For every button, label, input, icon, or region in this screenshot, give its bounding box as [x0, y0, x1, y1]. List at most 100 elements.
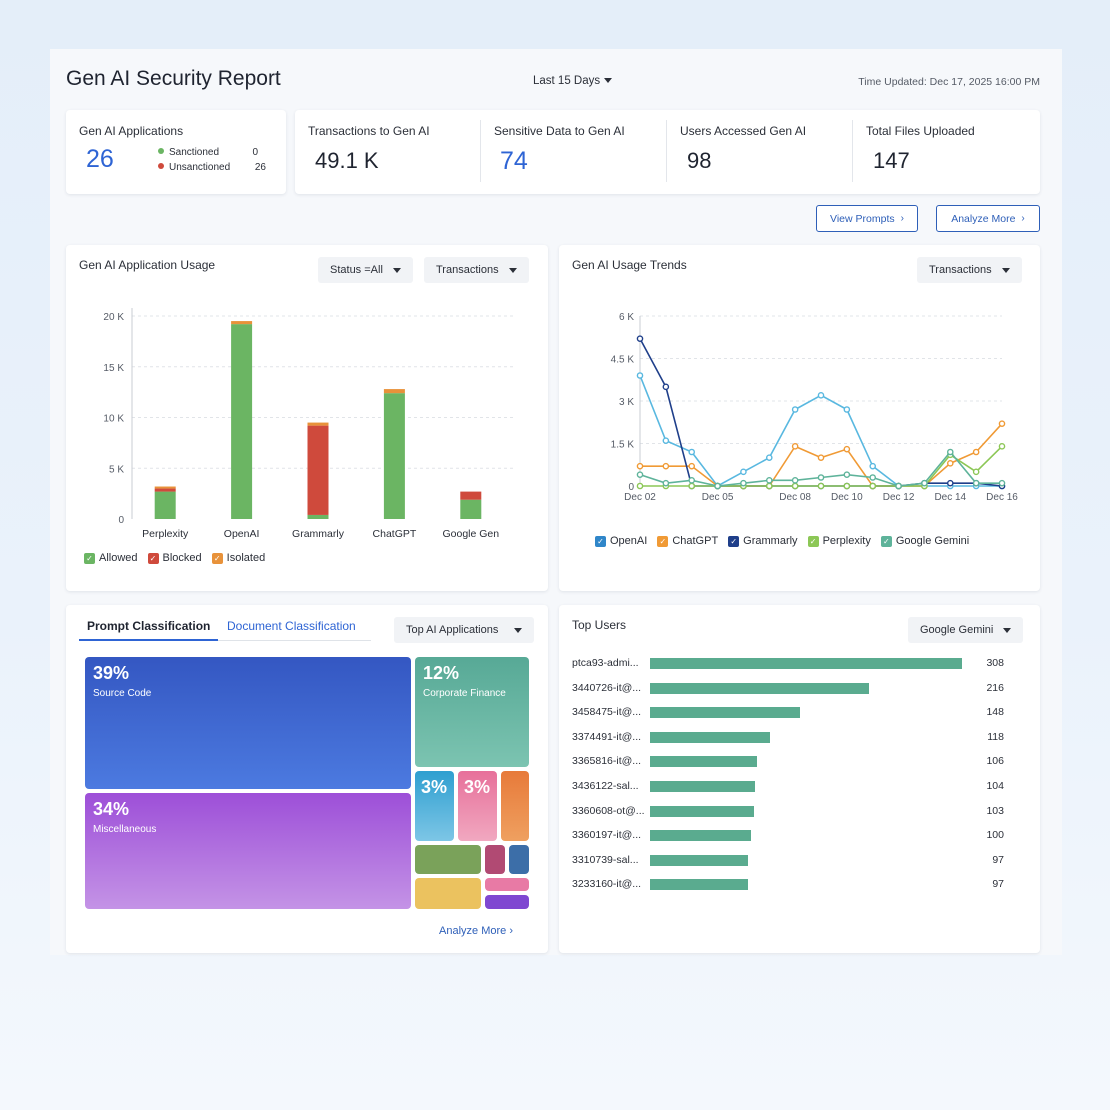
data-point-chatgpt — [998, 420, 1006, 427]
user-bar[interactable] — [650, 756, 758, 768]
data-point-google-gemini — [636, 471, 644, 478]
bar-segment-isolated — [231, 321, 253, 325]
y-tick-label: 4.5 K — [611, 355, 635, 366]
user-value: 104 — [986, 780, 1004, 792]
user-value: 106 — [986, 755, 1004, 768]
data-point-google-gemini — [921, 479, 928, 487]
data-point-google-gemini — [740, 479, 747, 487]
treemap-cell-small[interactable] — [485, 878, 529, 891]
user-label[interactable]: 3310739-sal... — [572, 853, 639, 866]
legend-item-isolated[interactable]: ✓ Isolated — [211, 552, 265, 564]
treemap-cell-small[interactable] — [415, 878, 481, 909]
date-range-dropdown[interactable]: Last 15 Days — [533, 75, 613, 87]
legend-item-chatgpt[interactable]: ✓ ChatGPT — [657, 535, 718, 547]
legend-item-openai[interactable]: ✓ OpenAI — [595, 535, 647, 547]
treemap-cell-corporate-finance[interactable]: 12% Corporate Finance — [415, 657, 529, 767]
legend-item-grammarly[interactable]: ✓ Grammarly — [728, 535, 798, 547]
x-tick-label: OpenAI — [224, 528, 260, 540]
caret-down-icon — [604, 78, 613, 83]
data-point-perplexity — [972, 468, 980, 476]
user-value: 97 — [992, 878, 1004, 891]
bar-segment-allowed — [154, 491, 176, 519]
user-label[interactable]: 3436122-sal... — [572, 780, 639, 792]
data-point-grammarly — [946, 479, 954, 487]
kpi-value[interactable]: 74 — [500, 147, 528, 175]
usage-trend-chart: 0 1.5 K 3 K 4.5 K 6 K Dec 02 Dec 05 Dec 08 Dec 1… — [611, 312, 1019, 503]
status-filter-dropdown[interactable]: Status =All — [318, 257, 413, 283]
data-point-perplexity — [688, 482, 696, 490]
user-bar[interactable] — [650, 707, 800, 719]
user-bar[interactable] — [650, 658, 962, 669]
x-tick-label: Dec 08 — [779, 492, 811, 503]
bar-segment-isolated — [383, 389, 405, 394]
data-point-openai — [662, 437, 670, 444]
top-users-app-dropdown[interactable]: Google Gemini — [908, 617, 1024, 643]
data-point-perplexity — [843, 482, 851, 490]
treemap-cell-small[interactable]: 3% — [415, 771, 454, 841]
bar-segment-allowed — [383, 393, 405, 519]
treemap-cell-small[interactable] — [485, 845, 505, 874]
checkbox-icon: ✓ — [657, 535, 669, 547]
sanctioned-row: Sanctioned 0 — [158, 147, 268, 158]
user-value: 100 — [986, 829, 1004, 842]
user-bar[interactable] — [650, 781, 756, 792]
analyze-more-link[interactable]: Analyze More › — [439, 925, 513, 937]
legend-item-perplexity[interactable]: ✓ Perplexity — [807, 535, 871, 547]
legend-label: Grammarly — [743, 535, 798, 547]
user-bar[interactable] — [650, 830, 752, 842]
user-label[interactable]: 3365816-it@... — [572, 755, 642, 768]
data-point-perplexity — [636, 482, 644, 490]
top-apps-label: Top AI Applications — [406, 624, 499, 636]
user-label[interactable]: 3360197-it@... — [572, 829, 642, 842]
user-label[interactable]: 3233160-it@... — [572, 878, 642, 891]
treemap-cell-small[interactable] — [415, 845, 481, 874]
user-label[interactable]: 3360608-ot@... — [572, 804, 645, 817]
top-apps-dropdown[interactable]: Top AI Applications — [394, 617, 534, 643]
user-bar[interactable] — [650, 682, 869, 694]
data-point-google-gemini — [998, 479, 1006, 487]
checkbox-icon: ✓ — [728, 535, 740, 547]
user-bar[interactable] — [650, 854, 749, 866]
view-prompts-button[interactable]: View Prompts › — [816, 205, 918, 232]
bar-segment-blocked — [460, 491, 482, 500]
analyze-more-button[interactable]: Analyze More › — [936, 205, 1040, 232]
user-label[interactable]: 3440726-it@... — [572, 681, 642, 694]
tab-document-classification[interactable]: Document Classification — [227, 619, 356, 633]
trend-metric-label: Transactions — [929, 264, 992, 276]
bar-segment-isolated — [307, 422, 329, 426]
data-point-chatgpt — [791, 443, 799, 450]
divider — [852, 120, 853, 182]
cell-name: Source Code — [93, 688, 152, 699]
user-bar[interactable] — [650, 731, 770, 743]
treemap-cell-small[interactable] — [509, 845, 529, 874]
legend-item-blocked[interactable]: ✓ Blocked — [147, 552, 202, 564]
user-bar[interactable] — [650, 805, 755, 817]
treemap-cell-small[interactable] — [501, 771, 529, 841]
metric-filter-label: Transactions — [436, 264, 499, 276]
analyze-more-link-label: Analyze More — [439, 925, 507, 937]
data-point-chatgpt — [636, 462, 644, 470]
status-filter-label: Status =All — [330, 264, 383, 276]
kpi-label: Sensitive Data to Gen AI — [494, 124, 625, 138]
data-point-perplexity — [869, 482, 877, 490]
y-tick-label: 0 — [118, 515, 124, 526]
date-range-label: Last 15 Days — [533, 75, 601, 87]
metric-filter-dropdown[interactable]: Transactions — [424, 257, 529, 283]
user-label[interactable]: 3374491-it@... — [572, 730, 642, 743]
treemap-cell-small[interactable] — [485, 895, 529, 909]
user-label[interactable]: ptca93-admi... — [572, 657, 639, 669]
legend-item-allowed[interactable]: ✓ Allowed — [84, 552, 138, 564]
kpi-value[interactable]: 26 — [86, 145, 114, 173]
treemap-cell-small[interactable]: 3% — [458, 771, 497, 841]
unsanctioned-value: 26 — [254, 162, 266, 173]
kpi-card-applications: Gen AI Applications 26 Sanctioned 0 Unsa… — [66, 110, 286, 194]
treemap-cell-source-code[interactable]: 39% Source Code — [85, 657, 411, 789]
trend-metric-dropdown[interactable]: Transactions — [917, 257, 1022, 283]
treemap-cell-miscellaneous[interactable]: 34% Miscellaneous — [85, 793, 411, 909]
legend-item-gemini[interactable]: ✓ Google Gemini — [880, 535, 969, 547]
cell-percent: 12% — [423, 663, 460, 683]
user-value: 308 — [986, 657, 1004, 669]
tab-prompt-classification[interactable]: Prompt Classification — [87, 619, 211, 633]
user-label[interactable]: 3458475-it@... — [572, 706, 642, 719]
user-bar[interactable] — [650, 879, 749, 891]
